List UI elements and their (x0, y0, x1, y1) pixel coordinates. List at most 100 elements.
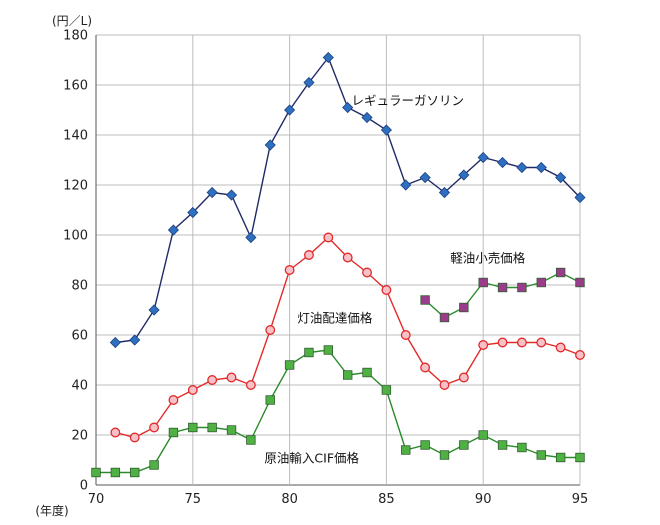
data-point (362, 267, 372, 278)
data-point (148, 304, 160, 316)
data-point (303, 76, 315, 89)
data-point (478, 430, 488, 440)
y-tick-label: 100 (63, 229, 88, 244)
data-point (420, 295, 430, 305)
data-point (536, 450, 546, 460)
series-label: レギュラーガソリン (352, 93, 465, 108)
data-point (458, 372, 469, 383)
series-label: 灯油配達価格 (297, 311, 373, 326)
data-point (323, 232, 334, 243)
data-point (575, 452, 585, 463)
data-point (206, 186, 218, 199)
data-point (419, 171, 431, 184)
y-tick-label: 80 (71, 279, 88, 294)
data-point (284, 265, 295, 275)
data-point (110, 427, 121, 438)
data-point (187, 385, 198, 395)
data-point (207, 422, 217, 433)
data-point (168, 395, 179, 405)
data-point (284, 360, 295, 370)
data-point (323, 345, 334, 355)
y-unit-label: (円／L) (52, 14, 92, 28)
data-point (439, 380, 450, 390)
data-point (497, 337, 508, 348)
data-point (458, 169, 470, 181)
data-point (555, 452, 566, 463)
x-tick-labels: 70 75 80 85 90 95 (88, 492, 589, 507)
data-point (516, 337, 527, 348)
data-point (187, 206, 199, 219)
data-point (264, 139, 276, 151)
data-point (245, 231, 257, 244)
data-point (496, 156, 509, 169)
data-point (517, 282, 527, 293)
data-point (478, 340, 489, 350)
x-unit-label: (年度) (35, 503, 68, 518)
data-point (400, 330, 411, 340)
x-tick-label: 80 (281, 492, 298, 507)
data-point (439, 450, 450, 460)
data-point (381, 385, 392, 395)
series-layer (91, 51, 586, 478)
data-point (555, 342, 566, 353)
data-point (420, 440, 430, 450)
data-point (129, 432, 140, 443)
x-tick-label: 95 (572, 492, 589, 507)
data-point (362, 367, 372, 378)
data-point (574, 191, 586, 204)
data-point (342, 252, 353, 263)
x-tick-label: 90 (475, 492, 492, 507)
y-tick-label: 60 (71, 329, 88, 344)
data-point (109, 336, 121, 349)
data-point (265, 325, 276, 335)
data-point (381, 285, 392, 295)
data-point (342, 101, 354, 114)
data-point (168, 427, 179, 438)
y-tick-label: 120 (63, 179, 88, 194)
data-point (536, 277, 546, 288)
data-point (535, 161, 547, 174)
y-tick-labels: 0 20 40 60 80 100 120 140 160 180 (63, 29, 88, 494)
data-point (130, 467, 140, 478)
series-label: 原油輸入CIF価格 (264, 451, 359, 466)
data-point (517, 442, 527, 453)
series-line (424, 271, 581, 319)
data-point (265, 395, 275, 405)
data-point (438, 186, 451, 199)
series-line (115, 56, 581, 344)
data-point (459, 302, 469, 313)
y-tick-label: 20 (71, 429, 88, 444)
data-point (575, 277, 585, 288)
y-tick-label: 0 (80, 479, 88, 494)
y-tick-label: 160 (63, 79, 88, 94)
data-point (284, 104, 296, 116)
data-point (555, 171, 567, 184)
data-point (246, 435, 256, 445)
data-point (400, 179, 412, 191)
series-line (115, 236, 581, 439)
x-tick-label: 85 (378, 492, 395, 507)
series-label: 軽油小売価格 (450, 251, 526, 266)
data-point (167, 224, 180, 236)
data-point (188, 422, 198, 433)
data-point (555, 267, 566, 278)
data-point (497, 440, 508, 450)
y-tick-label: 40 (71, 379, 88, 394)
data-point (304, 347, 314, 358)
x-tick-label: 70 (88, 492, 105, 507)
gridlines (95, 34, 581, 486)
data-point (149, 422, 160, 433)
series-2 (420, 267, 585, 323)
data-point (226, 425, 237, 435)
data-point (575, 350, 585, 360)
series-3 (91, 345, 585, 478)
data-point (245, 380, 256, 390)
data-point (226, 372, 237, 383)
data-point (439, 312, 450, 323)
series-1 (110, 232, 585, 443)
data-point (110, 467, 121, 478)
data-point (477, 151, 489, 164)
data-point (129, 334, 141, 346)
